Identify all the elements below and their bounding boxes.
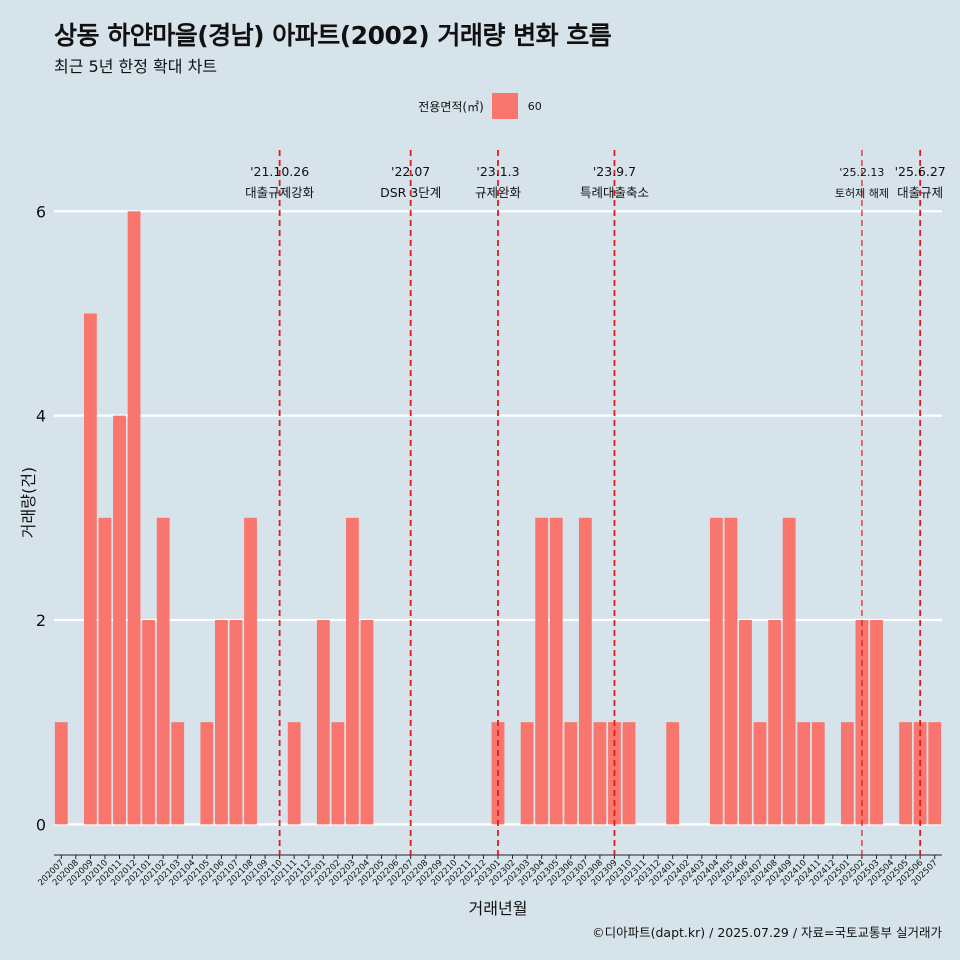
bar [899, 722, 913, 825]
bar [331, 722, 345, 825]
bar [709, 517, 723, 825]
event-name-label: 특례대출축소 [580, 185, 649, 200]
chart-title: 상동 하얀마을(경남) 아파트(2002) 거래량 변화 흐름 [54, 21, 612, 50]
bar [229, 620, 243, 825]
bar [797, 722, 811, 825]
event-date-label: '22.07 [391, 164, 430, 179]
bar [782, 517, 796, 825]
bar [156, 517, 170, 825]
y-tick-label: 2 [36, 611, 46, 630]
bar [142, 620, 156, 825]
bar [360, 620, 374, 825]
bar [54, 722, 68, 825]
event-name-label: DSR 3단계 [380, 185, 441, 200]
legend-label: 60 [527, 99, 542, 113]
bar [98, 517, 112, 825]
bar [593, 722, 607, 825]
bar [578, 517, 592, 825]
bar [244, 517, 257, 825]
legend: 전용면적(㎡) 60 [0, 93, 960, 119]
bar [870, 620, 883, 825]
event-date-label: '23.9.7 [593, 164, 636, 179]
bar [549, 517, 563, 825]
bar [753, 722, 767, 825]
event-name-label: 대출규제강화 [245, 185, 315, 200]
event-name-label: 대출규제 [897, 185, 943, 200]
bar [535, 517, 549, 825]
event-date-label: '25.2.13 [839, 166, 884, 179]
bar [113, 415, 126, 825]
bar [666, 722, 680, 825]
source-caption: ©디아파트(dapt.kr) / 2025.07.29 / 자료=국토교통부 실… [592, 925, 942, 940]
bar [127, 211, 141, 825]
y-tick-label: 4 [36, 407, 46, 426]
bar [564, 722, 578, 825]
legend-title: 전용면적(㎡) [418, 99, 484, 114]
bar [83, 313, 97, 825]
bar [520, 722, 534, 825]
bar [768, 620, 781, 825]
bar [739, 620, 752, 825]
bar [287, 722, 301, 825]
bar [200, 722, 214, 825]
y-tick-label: 0 [36, 815, 46, 834]
event-date-label: '25.6.27 [895, 164, 946, 179]
bar [622, 722, 636, 825]
event-date-label: '23.1.3 [476, 164, 519, 179]
chart-subtitle: 최근 5년 한정 확대 차트 [54, 57, 218, 76]
bar [724, 517, 738, 825]
bar [346, 517, 359, 825]
bar [928, 722, 942, 825]
event-name-label: 토허제 해제 [835, 186, 889, 200]
bar [316, 620, 330, 825]
y-axis-title: 거래량(건) [19, 467, 38, 538]
bar [215, 620, 228, 825]
event-date-label: '21.10.26 [250, 164, 309, 179]
x-axis-title: 거래년월 [469, 899, 528, 918]
bar [840, 722, 854, 825]
bar [811, 722, 825, 825]
bar [171, 722, 185, 825]
legend-swatch [491, 93, 518, 119]
event-name-label: 규제완화 [475, 185, 522, 200]
y-tick-label: 6 [36, 202, 46, 221]
